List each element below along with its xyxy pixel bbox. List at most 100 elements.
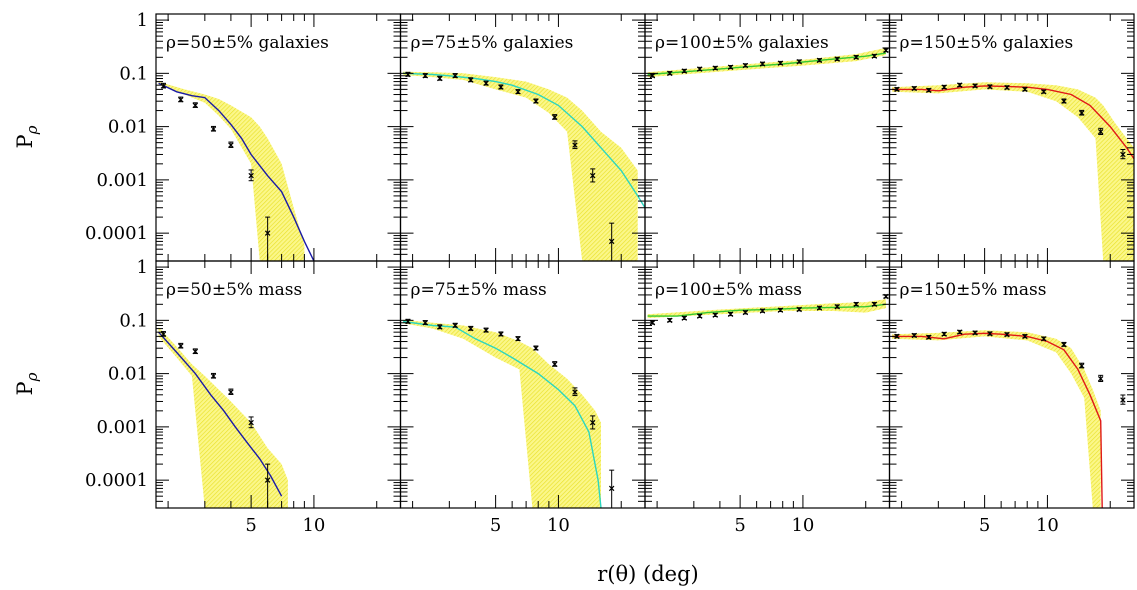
point-marker	[468, 77, 474, 83]
point-marker	[871, 301, 878, 308]
data-point	[210, 125, 217, 132]
data-point	[1004, 84, 1010, 91]
model-line	[158, 82, 315, 261]
point-marker	[777, 60, 784, 66]
y-tick-label: 0.01	[108, 117, 148, 138]
data-point	[1120, 394, 1126, 405]
data-point	[1078, 109, 1085, 116]
x-tick-label: 5	[979, 515, 990, 536]
data-point	[987, 84, 993, 90]
point-marker	[192, 102, 199, 109]
y-axis-label-text: P	[13, 381, 37, 395]
point-marker	[853, 54, 859, 61]
data-point	[533, 98, 539, 104]
axis-ticks-r75-mass	[400, 261, 645, 509]
data-point	[589, 168, 596, 183]
point-marker	[483, 327, 489, 334]
point-marker	[796, 59, 802, 65]
point-marker	[696, 313, 703, 319]
panel-label: ρ=75±5% galaxies	[411, 33, 574, 53]
x-tick-label: 10	[791, 515, 814, 536]
point-marker	[210, 126, 217, 132]
point-marker	[1078, 363, 1085, 369]
panel-r100-galaxies	[647, 47, 889, 79]
data-point	[1004, 331, 1010, 338]
point-marker	[1120, 397, 1126, 403]
point-marker	[816, 305, 823, 311]
point-marker	[228, 389, 234, 395]
point-marker	[1097, 376, 1104, 382]
data-point	[816, 305, 823, 311]
x-axis-label: r(θ) (deg)	[597, 562, 698, 586]
data-point	[834, 56, 840, 62]
data-point	[911, 85, 917, 92]
y-tick-label: 1	[137, 257, 148, 278]
data-point	[248, 169, 254, 182]
data-point	[777, 307, 784, 313]
data-point	[742, 62, 749, 69]
data-point	[192, 102, 199, 109]
data-point	[853, 301, 859, 308]
point-marker	[437, 324, 443, 330]
point-marker	[712, 312, 718, 318]
y-tick-label: 1	[137, 10, 148, 31]
data-point	[649, 320, 656, 326]
point-marker	[1061, 341, 1067, 348]
data-point	[667, 70, 673, 77]
point-marker	[987, 84, 993, 90]
point-marker	[926, 87, 932, 94]
data-point	[681, 315, 688, 321]
panel-label: ρ=75±5% mass	[411, 280, 547, 300]
data-point	[727, 64, 734, 70]
point-marker	[264, 477, 271, 483]
confidence-band	[892, 82, 1134, 261]
point-marker	[552, 114, 558, 120]
y-tick-label: 0.0001	[85, 223, 148, 244]
data-point	[248, 416, 254, 429]
data-point	[667, 317, 673, 324]
data-point	[572, 387, 578, 397]
point-marker	[1004, 84, 1010, 91]
panel-r50-mass	[158, 327, 288, 508]
panel-r150-mass	[892, 329, 1126, 508]
data-point	[681, 68, 688, 74]
data-point	[468, 77, 474, 83]
y-axis-label-text: P	[13, 134, 37, 148]
x-tick-label: 10	[547, 515, 570, 536]
point-marker	[178, 343, 184, 349]
point-marker	[777, 307, 784, 313]
point-marker	[1078, 110, 1085, 116]
point-marker	[894, 333, 900, 340]
axis-ticks-r150-mass	[889, 261, 1134, 509]
data-point	[515, 336, 521, 342]
point-marker	[608, 238, 615, 245]
data-point	[422, 320, 428, 326]
point-marker	[667, 70, 673, 77]
point-marker	[498, 84, 504, 90]
model-line	[403, 72, 645, 209]
point-marker	[853, 301, 859, 308]
panel-r75-galaxies	[403, 71, 645, 261]
point-marker	[264, 230, 271, 236]
x-tick-label: 10	[1036, 515, 1059, 536]
data-point	[572, 140, 578, 150]
data-point	[437, 324, 443, 330]
x-tick-label: 5	[490, 515, 501, 536]
point-marker	[1120, 151, 1126, 158]
data-point	[941, 331, 947, 337]
x-tick-label: 10	[302, 515, 325, 536]
model-line	[158, 331, 283, 497]
data-point	[1061, 341, 1067, 348]
panel-label: ρ=150±5% galaxies	[900, 33, 1074, 53]
data-point	[911, 332, 917, 339]
point-marker	[649, 320, 656, 326]
data-point	[608, 469, 615, 508]
data-point	[972, 83, 978, 89]
point-marker	[160, 83, 167, 89]
y-tick-label: 0.001	[96, 170, 148, 191]
data-point	[1097, 127, 1104, 136]
panel-label: ρ=50±5% galaxies	[166, 33, 329, 53]
point-marker	[533, 345, 539, 351]
data-point	[452, 73, 458, 79]
data-point	[696, 313, 703, 319]
